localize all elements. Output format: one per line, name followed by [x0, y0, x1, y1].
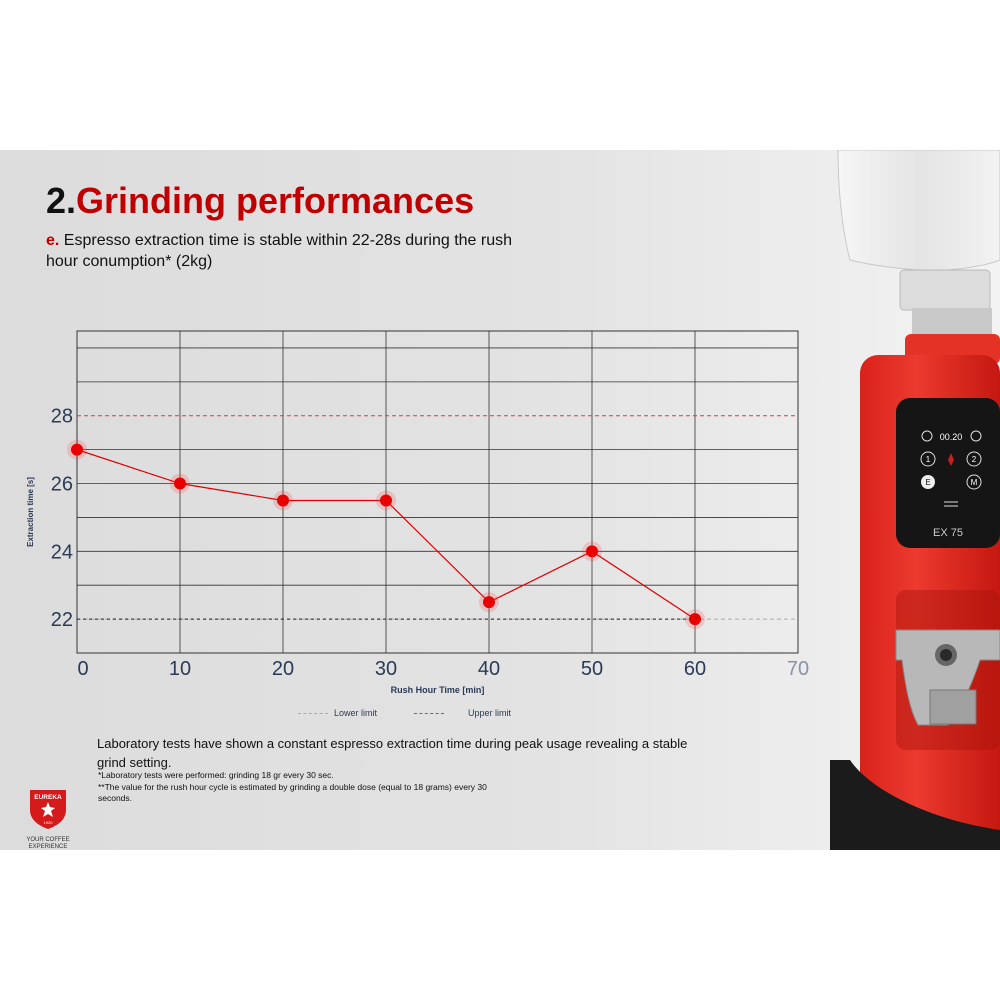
- display-button-1: 1: [926, 455, 931, 464]
- data-point: [71, 443, 83, 456]
- y-tick-label: 22: [51, 609, 73, 631]
- title-number: 2.: [46, 180, 77, 221]
- display-timer: 00.20: [940, 432, 963, 442]
- y-tick-label: 28: [51, 406, 73, 428]
- slide: 2.Grinding performances e. Espresso extr…: [0, 150, 1000, 850]
- legend-lower: Lower limit: [298, 708, 377, 718]
- eureka-shield-icon: EUREKA 1920: [30, 790, 66, 829]
- logo-brand: EUREKA: [34, 794, 62, 801]
- legend-upper-label: Upper limit: [468, 708, 512, 718]
- plot-frame: [76, 330, 799, 654]
- page-title: 2.Grinding performances: [46, 180, 474, 222]
- subtitle: e. Espresso extraction time is stable wi…: [46, 230, 516, 272]
- display-button-m: M: [971, 478, 978, 487]
- x-axis-label: Rush Hour Time [min]: [391, 685, 485, 695]
- y-tick-label: 26: [51, 474, 73, 496]
- display-model: EX 75: [933, 527, 963, 539]
- footnote-1: *Laboratory tests were performed: grindi…: [98, 770, 334, 780]
- data-point: [174, 477, 186, 490]
- x-tick-label: 60: [684, 658, 706, 680]
- footnotes: *Laboratory tests were performed: grindi…: [98, 770, 518, 805]
- x-tick-label: 40: [478, 658, 500, 680]
- x-tick-label: 70: [787, 658, 809, 680]
- legend-upper: Upper limit: [414, 708, 511, 718]
- data-point: [483, 596, 495, 609]
- x-tick-label: 50: [581, 658, 603, 680]
- x-tick-label: 0: [77, 658, 88, 680]
- data-point: [586, 545, 598, 558]
- display-button-2: 2: [972, 455, 977, 464]
- x-tick-label: 10: [169, 658, 191, 680]
- upper-limit-swatch: [414, 713, 444, 715]
- data-point: [689, 613, 701, 626]
- eureka-logo: EUREKA 1920 YOUR COFFEE EXPERIENCE: [22, 786, 74, 850]
- footnote-2: **The value for the rush hour cycle is e…: [98, 781, 487, 804]
- title-text: Grinding performances: [76, 180, 475, 221]
- subtitle-label: e.: [46, 232, 60, 249]
- lower-limit-swatch: [298, 713, 328, 715]
- subtitle-text: Espresso extraction time is stable withi…: [46, 232, 513, 270]
- grinder-machine-image: 00.20 1 2 E M EX 75: [830, 150, 1000, 850]
- logo-tagline: YOUR COFFEE EXPERIENCE: [26, 837, 70, 850]
- x-tick-label: 20: [272, 658, 294, 680]
- x-tick-label: 30: [375, 658, 397, 680]
- y-axis-label: Extraction time [s]: [26, 477, 35, 547]
- data-point: [277, 494, 289, 507]
- legend-lower-label: Lower limit: [334, 708, 378, 718]
- extraction-time-chart: 22 24 26 28 0 10 20 30 40 50 60 70 Rush Hour Time [m…: [26, 330, 809, 695]
- data-point: [380, 494, 392, 507]
- logo-year: 1920: [44, 820, 54, 825]
- y-tick-label: 24: [51, 541, 73, 563]
- display-button-e: E: [925, 478, 930, 487]
- body-text: Laboratory tests have shown a constant e…: [97, 736, 688, 770]
